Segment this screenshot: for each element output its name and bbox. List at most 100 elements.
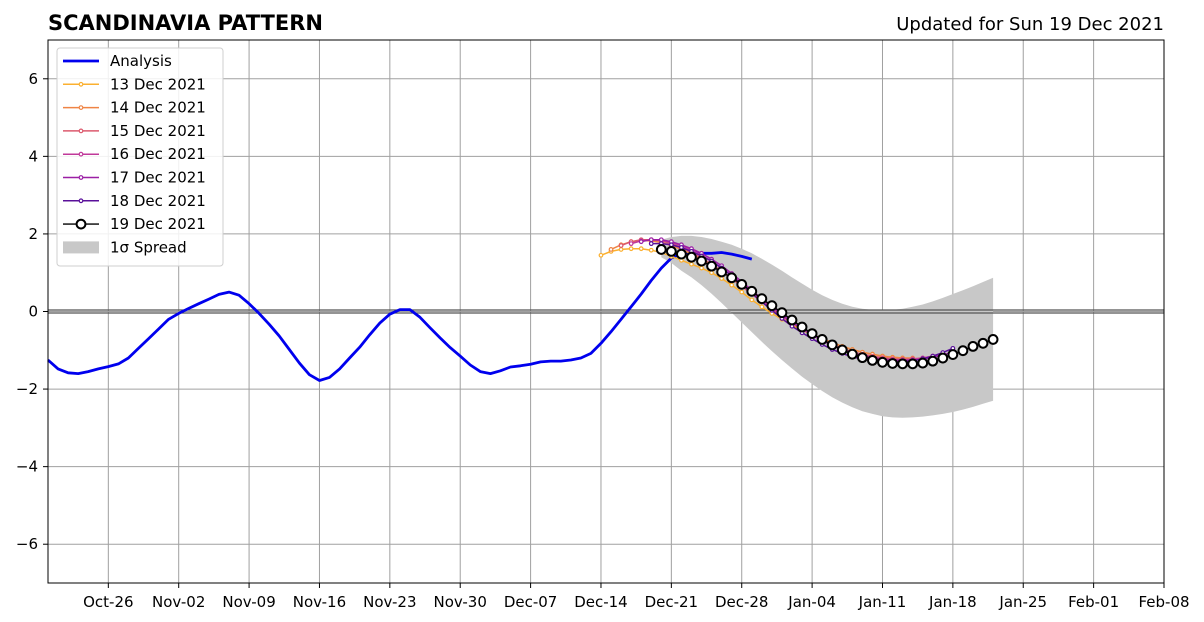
forecast-point <box>749 297 755 303</box>
forecast-point <box>638 239 644 245</box>
forecast-point <box>736 278 748 290</box>
x-tick-label: Nov-30 <box>434 593 487 611</box>
legend-label: 14 Dec 2021 <box>110 99 206 117</box>
forecast-series <box>655 244 999 370</box>
forecast-point <box>937 352 949 364</box>
forecast-point <box>756 293 768 305</box>
forecast-point <box>766 300 778 312</box>
legend-marker <box>78 151 84 157</box>
forecast-point <box>706 260 717 272</box>
forecast-point <box>977 337 989 349</box>
y-tick-label: −6 <box>16 535 38 553</box>
chart-title: SCANDINAVIA PATTERN <box>48 11 323 35</box>
legend: Analysis 13 Dec 2021 14 Dec 2021 15 Dec 202… <box>56 47 224 267</box>
forecast-point <box>967 341 979 352</box>
y-tick-label: −4 <box>16 458 38 476</box>
y-tick-label: −2 <box>16 380 38 398</box>
forecast-point <box>729 282 735 288</box>
forecast-point <box>648 241 654 247</box>
forecast-point <box>699 265 704 271</box>
forecast-point <box>618 243 624 248</box>
legend-label: 16 Dec 2021 <box>110 145 206 163</box>
legend-marker <box>78 128 84 134</box>
forecast-point <box>676 248 687 260</box>
forecast-point <box>806 328 818 340</box>
legend-marker <box>78 198 84 204</box>
x-tick-label: Jan-11 <box>858 593 907 611</box>
forecast-point <box>716 266 728 278</box>
forecast-point <box>648 237 654 243</box>
forecast-point <box>907 358 919 370</box>
x-tick-label: Dec-14 <box>574 593 628 611</box>
forecast-point <box>836 344 848 356</box>
forecast-point <box>856 352 868 364</box>
x-tick-label: Dec-21 <box>645 593 699 611</box>
zero-line-layer <box>48 309 1164 314</box>
forecast-point <box>746 285 758 297</box>
forecast-point <box>628 241 634 247</box>
y-tick-label: 6 <box>28 70 38 88</box>
x-tick-label: Jan-04 <box>787 593 836 611</box>
legend-entry: 17 Dec 2021 <box>63 169 206 187</box>
x-tick-label: Nov-02 <box>152 593 205 611</box>
legend-label: 15 Dec 2021 <box>110 122 206 140</box>
forecast-point <box>867 354 878 366</box>
forecast-point <box>826 339 838 351</box>
forecast-point <box>957 345 969 357</box>
forecast-point <box>689 261 694 267</box>
forecast-point <box>608 247 614 252</box>
forecast-point <box>726 272 738 284</box>
x-tick-label: Jan-25 <box>998 593 1047 611</box>
forecast-point <box>658 237 664 243</box>
x-tick-label: Dec-28 <box>715 593 769 611</box>
legend-marker <box>75 218 87 230</box>
forecast-point <box>917 357 929 369</box>
forecast-point <box>628 246 634 252</box>
tick-labels: Oct-26 Nov-02 Nov-09 Nov-16 Nov-23 Nov-30 Dec-… <box>16 70 1190 611</box>
legend-entry: Analysis <box>63 52 172 70</box>
forecast-point <box>739 289 745 295</box>
x-tick-label: Feb-08 <box>1138 593 1189 611</box>
forecast-point <box>897 358 908 370</box>
x-tick-label: Dec-07 <box>504 593 558 611</box>
legend-entry: 18 Dec 2021 <box>63 192 206 210</box>
forecast-point <box>696 255 707 267</box>
forecast-point <box>786 314 798 326</box>
forecast-point <box>618 247 624 252</box>
legend-entry: 13 Dec 2021 <box>63 75 206 93</box>
forecast-point <box>686 251 697 263</box>
legend-label: 18 Dec 2021 <box>110 192 206 210</box>
x-tick-label: Feb-01 <box>1068 593 1119 611</box>
analysis-line <box>47 251 753 382</box>
y-tick-label: 2 <box>28 225 38 243</box>
forecast-point <box>987 334 999 345</box>
forecast-point <box>947 349 959 360</box>
forecast-point <box>816 334 828 345</box>
forecast-point <box>759 304 765 310</box>
series-layer <box>47 237 999 382</box>
legend-label: 17 Dec 2021 <box>110 169 206 187</box>
legend-entry: 16 Dec 2021 <box>63 145 206 163</box>
y-tick-label: 4 <box>28 147 38 165</box>
legend-label: 1σ Spread <box>110 238 187 256</box>
legend-box <box>56 47 224 267</box>
x-tick-label: Nov-23 <box>363 593 416 611</box>
x-tick-label: Nov-16 <box>293 593 346 611</box>
forecast-point <box>927 355 939 367</box>
legend-entry: 14 Dec 2021 <box>63 99 206 117</box>
forecast-point <box>796 321 808 333</box>
forecast-point <box>846 348 858 360</box>
x-tick-label: Oct-26 <box>83 593 133 611</box>
forecast-point <box>648 247 654 253</box>
forecast-point <box>665 245 677 257</box>
legend-label: 13 Dec 2021 <box>110 75 206 93</box>
chart-subtitle: Updated for Sun 19 Dec 2021 <box>896 14 1164 35</box>
legend-entry: 1σ Spread <box>63 238 187 256</box>
legend-entry: 15 Dec 2021 <box>63 122 206 140</box>
legend-label: 19 Dec 2021 <box>110 215 206 233</box>
y-tick-label: 0 <box>28 303 38 321</box>
x-tick-label: Jan-18 <box>928 593 977 611</box>
legend-entry: 19 Dec 2021 <box>63 215 206 233</box>
forecast-point <box>887 358 898 369</box>
